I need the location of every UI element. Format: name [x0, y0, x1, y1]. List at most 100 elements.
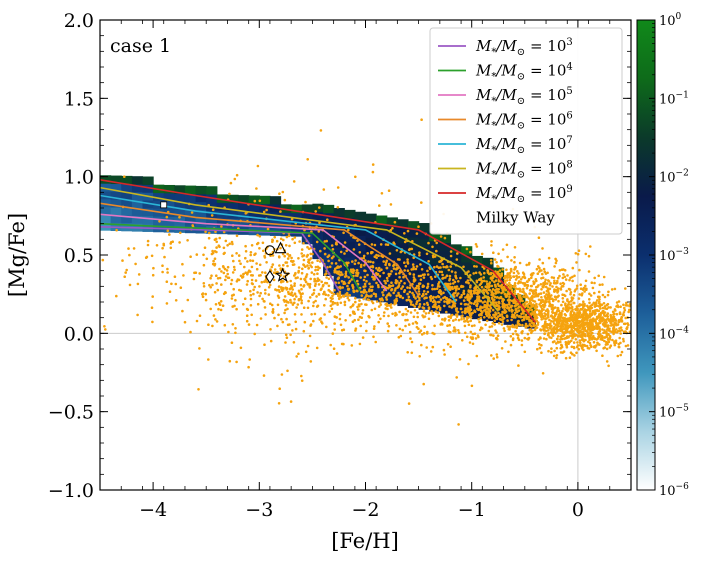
milky-way-point	[460, 293, 464, 297]
milky-way-point	[303, 320, 307, 324]
milky-way-point	[462, 265, 465, 269]
milky-way-point	[613, 287, 617, 291]
milky-way-point	[454, 291, 457, 295]
milky-way-point	[597, 331, 601, 335]
milky-way-point	[603, 305, 607, 308]
milky-way-point	[307, 258, 310, 262]
milky-way-point	[474, 243, 478, 246]
milky-way-point	[536, 293, 540, 297]
milky-way-point	[408, 247, 412, 251]
milky-way-point	[335, 352, 339, 355]
heatmap-cell	[429, 240, 441, 250]
milky-way-point	[594, 318, 597, 322]
milky-way-point	[587, 326, 590, 330]
milky-way-point	[301, 254, 304, 258]
milky-way-point	[527, 336, 531, 340]
milky-way-point	[500, 347, 504, 350]
milky-way-point	[150, 306, 154, 310]
milky-way-point	[527, 297, 530, 300]
milky-way-point	[556, 276, 560, 280]
milky-way-point	[391, 312, 394, 316]
milky-way-point	[566, 299, 569, 303]
milky-way-point	[338, 290, 342, 294]
milky-way-point	[341, 273, 344, 276]
milky-way-point	[237, 254, 241, 257]
milky-way-point	[475, 279, 479, 283]
milky-way-point	[624, 287, 627, 290]
milky-way-point	[403, 282, 406, 285]
milky-way-point	[360, 294, 364, 297]
milky-way-point	[540, 296, 543, 299]
milky-way-point	[445, 297, 448, 301]
milky-way-point	[579, 316, 582, 319]
milky-way-point	[386, 322, 390, 325]
milky-way-point	[514, 301, 517, 305]
milky-way-point	[313, 278, 317, 281]
milky-way-point	[523, 350, 527, 354]
milky-way-point	[249, 293, 253, 297]
milky-way-point	[447, 319, 451, 322]
milky-way-point	[427, 241, 430, 245]
milky-way-point	[535, 279, 538, 283]
milky-way-point	[602, 312, 606, 316]
milky-way-point	[414, 297, 417, 300]
milky-way-point	[460, 317, 463, 321]
milky-way-point	[398, 271, 401, 275]
milky-way-point	[299, 295, 303, 299]
milky-way-point	[443, 353, 446, 356]
milky-way-point	[311, 261, 314, 264]
milky-way-point	[412, 315, 416, 319]
milky-way-point	[469, 319, 473, 323]
milky-way-point	[317, 230, 321, 233]
milky-way-point	[242, 272, 245, 276]
milky-way-point	[572, 330, 575, 333]
milky-way-point	[412, 276, 416, 279]
milky-way-point	[170, 282, 173, 286]
milky-way-point	[103, 325, 106, 328]
milky-way-point	[137, 273, 141, 276]
milky-way-point	[302, 242, 305, 245]
milky-way-point	[552, 322, 556, 325]
heatmap-cell	[195, 217, 207, 226]
milky-way-point	[422, 331, 426, 335]
milky-way-point	[347, 298, 351, 302]
milky-way-point	[427, 306, 431, 309]
milky-way-point	[224, 275, 228, 278]
milky-way-point	[457, 280, 460, 283]
milky-way-point	[536, 323, 540, 326]
milky-way-point	[461, 339, 464, 342]
milky-way-point	[549, 322, 552, 326]
milky-way-point	[391, 227, 394, 230]
case-label: case 1	[110, 35, 171, 57]
milky-way-point	[470, 324, 474, 328]
milky-way-point	[501, 268, 505, 271]
legend-milky-way: Milky Way	[476, 209, 555, 227]
milky-way-point	[519, 288, 522, 291]
milky-way-point	[541, 261, 545, 265]
milky-way-point	[339, 250, 343, 254]
milky-way-point	[371, 301, 375, 305]
milky-way-point	[459, 307, 463, 311]
milky-way-point	[387, 292, 391, 295]
milky-way-point	[417, 287, 421, 290]
milky-way-point	[346, 284, 349, 288]
milky-way-point	[559, 314, 562, 317]
milky-way-point	[443, 300, 446, 303]
x-tick-label: −3	[245, 499, 273, 521]
milky-way-point	[299, 283, 303, 287]
milky-way-point	[514, 287, 518, 290]
milky-way-point	[540, 313, 544, 316]
milky-way-point	[598, 300, 601, 304]
milky-way-point	[398, 327, 402, 331]
milky-way-point	[350, 270, 354, 274]
milky-way-point	[295, 295, 298, 298]
milky-way-point	[260, 280, 264, 284]
milky-way-point	[522, 290, 525, 293]
milky-way-point	[357, 303, 361, 306]
milky-way-point	[215, 282, 218, 285]
milky-way-point	[554, 298, 558, 301]
milky-way-point	[406, 262, 410, 265]
milky-way-point	[549, 325, 552, 329]
milky-way-point	[495, 317, 499, 321]
milky-way-point	[617, 329, 620, 333]
